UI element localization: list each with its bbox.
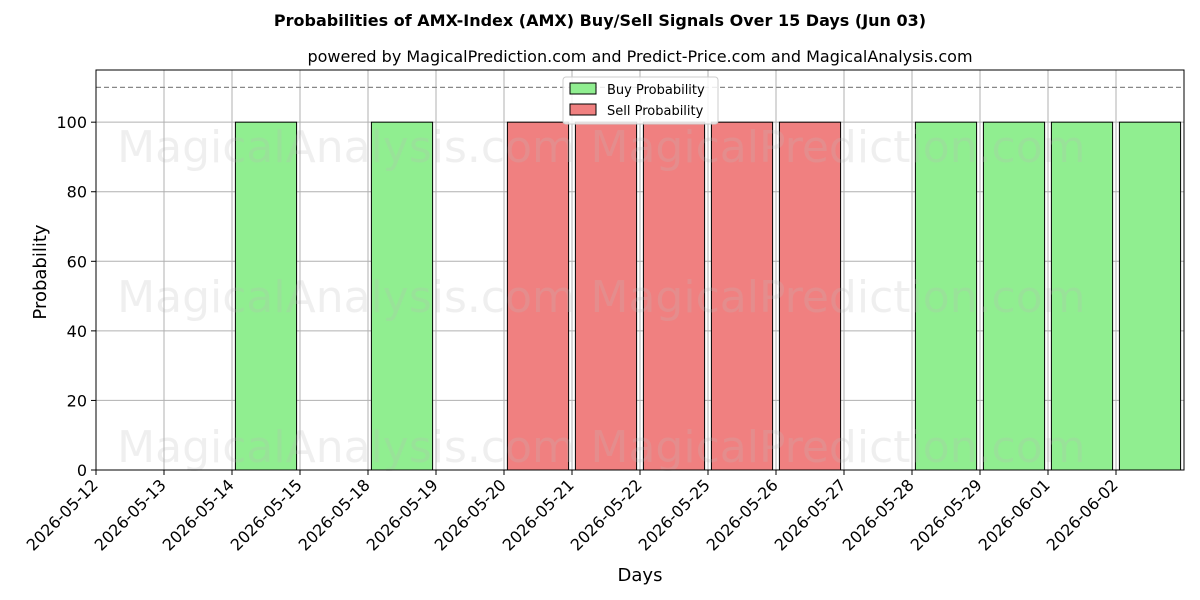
x-tick-label: 2026-05-21 — [499, 475, 578, 554]
watermark-text: MagicalAnalysis.com — [117, 122, 575, 173]
legend-box — [562, 76, 719, 125]
bars — [234, 121, 1182, 471]
x-tick-label: 2026-05-27 — [771, 475, 850, 554]
y-axis-label: Probability — [30, 224, 51, 319]
y-tick-label: 20 — [67, 391, 87, 410]
x-tick-label: 2026-05-20 — [431, 475, 510, 554]
sell-bar — [642, 121, 706, 471]
buy-bar — [1118, 121, 1182, 471]
chart-subtitle: powered by MagicalPrediction.com and Pre… — [307, 47, 972, 66]
sell-bar — [506, 121, 570, 471]
y-tick-label: 60 — [67, 252, 87, 271]
legend-sell-swatch — [569, 103, 597, 116]
x-tick-label: 2026-05-25 — [635, 475, 714, 554]
watermark-text: MagicalPrediction.com — [591, 272, 1086, 323]
x-axis-label: Days — [618, 565, 663, 586]
sell-bar — [778, 121, 842, 471]
x-tick-label: 2026-05-13 — [91, 475, 170, 554]
watermark-text: MagicalAnalysis.com — [117, 272, 575, 323]
x-tick-label: 2026-06-02 — [1043, 475, 1122, 554]
x-tick-label: 2026-05-14 — [159, 475, 238, 554]
watermark-text: MagicalPrediction.com — [591, 422, 1086, 473]
y-tick-label: 40 — [67, 322, 87, 341]
x-tick-label: 2026-06-01 — [975, 475, 1054, 554]
x-tick-label: 2026-05-22 — [567, 475, 646, 554]
legend: Buy Probability Sell Probability — [562, 76, 719, 125]
x-tick-label: 2026-05-26 — [703, 475, 782, 554]
watermarks: MagicalAnalysis.com MagicalPrediction.com… — [117, 122, 1085, 473]
x-axis: 2026-05-122026-05-132026-05-142026-05-15… — [23, 470, 1122, 555]
legend-buy-swatch — [569, 82, 597, 95]
buy-bar — [1050, 121, 1114, 471]
x-tick-label: 2026-05-29 — [907, 475, 986, 554]
legend-buy-label: Buy Probability — [607, 83, 705, 98]
y-tick-label: 0 — [77, 461, 87, 480]
y-tick-label: 80 — [67, 183, 87, 202]
x-tick-label: 2026-05-19 — [363, 475, 442, 554]
buy-bar — [914, 121, 978, 471]
watermark-text: MagicalPrediction.com — [591, 122, 1086, 173]
buy-bar — [982, 121, 1046, 471]
x-tick-label: 2026-05-12 — [23, 475, 102, 554]
chart-title: Probabilities of AMX-Index (AMX) Buy/Sel… — [274, 11, 926, 30]
watermark-text: MagicalAnalysis.com — [117, 422, 575, 473]
x-tick-label: 2026-05-15 — [227, 475, 306, 554]
x-tick-label: 2026-05-28 — [839, 475, 918, 554]
y-tick-label: 100 — [56, 113, 87, 132]
legend-sell-label: Sell Probability — [607, 104, 704, 119]
sell-bar — [710, 121, 774, 471]
y-axis: 0 20 40 60 80 100 — [56, 113, 96, 480]
x-tick-label: 2026-05-18 — [295, 475, 374, 554]
